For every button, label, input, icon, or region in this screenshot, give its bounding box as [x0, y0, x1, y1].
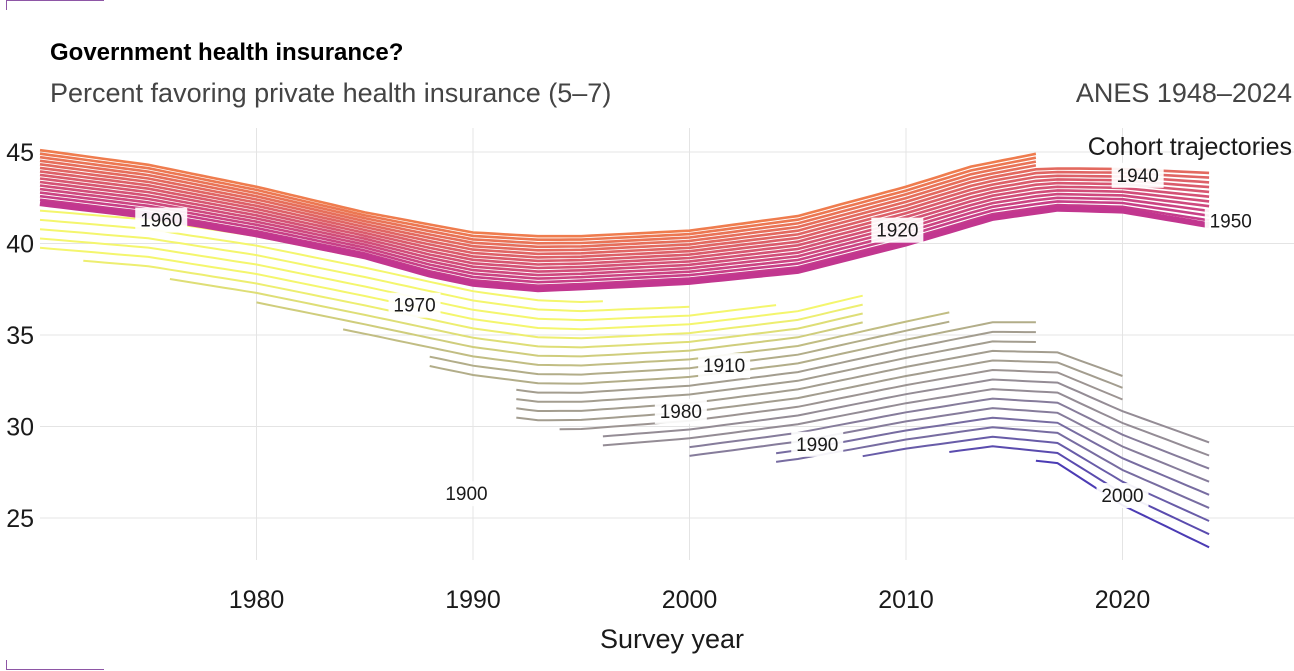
cohort-line [689, 397, 1210, 470]
cohort-label-bg [791, 431, 844, 457]
cohort-label-bg [440, 481, 493, 507]
cohort-label: 1990 [796, 435, 838, 456]
frame-corner-bottom [6, 669, 104, 670]
chart-subtitle: Percent favoring private health insuranc… [50, 78, 611, 108]
cohort-line [39, 187, 1210, 277]
series-line-1950 [39, 200, 1210, 293]
cohort-label: 1910 [703, 356, 745, 377]
cohort-line [39, 173, 1210, 263]
cohort-line [559, 368, 1123, 431]
cohort-label-group: 1990 [791, 431, 844, 457]
cohort-label: 1970 [393, 296, 435, 317]
cohort-line [516, 359, 1123, 422]
cohort-label-bg [698, 353, 751, 379]
frame-corner-bottom-tick [6, 660, 7, 670]
cohort-label-group: 1920 [871, 217, 924, 243]
cohort-line [689, 407, 1210, 483]
cohort-line [39, 159, 1037, 249]
cohort-label-bg [1204, 208, 1257, 234]
cohort-line [39, 228, 690, 313]
y-tick-label: 25 [6, 505, 34, 533]
source-note: ANES 1948–2024 [1076, 78, 1292, 108]
cohort-line [39, 170, 1210, 259]
x-axis-title: Survey year [600, 624, 744, 654]
cohort-line [39, 155, 1037, 245]
cohort-label: 1950 [1210, 212, 1252, 233]
cohort-line [602, 378, 1210, 444]
cohort-label: 1980 [660, 402, 702, 423]
cohort-line [39, 163, 1210, 252]
x-tick-label: 1990 [445, 586, 501, 614]
cohort-label-group: 1950 [1204, 208, 1257, 234]
cohort-line [516, 330, 1036, 394]
cohort-label-bg [1111, 162, 1164, 188]
cohort-line [775, 426, 1210, 509]
cohort-line [83, 259, 863, 340]
y-tick-label: 30 [6, 414, 34, 442]
y-tick-label: 45 [6, 139, 34, 167]
chart-title: Government health insurance? [50, 39, 403, 66]
cohort-label-group: 1960 [135, 207, 188, 233]
cohort-line [39, 166, 1210, 256]
cohort-label-group: 1970 [388, 292, 441, 318]
cohort-line [39, 198, 1210, 288]
cohort-label-bg [135, 207, 188, 233]
cohort-line [516, 340, 1036, 403]
frame-corner-top-tick [6, 0, 7, 10]
cohort-label: 1920 [876, 221, 918, 242]
cohort-line [39, 218, 603, 304]
cohort-labels: 1960 1970 1900 1910 1980 1920 1990 1940 1950 2000 [135, 162, 1257, 509]
x-tick-label: 2000 [662, 586, 718, 614]
cohort-label-group: 1980 [654, 398, 707, 424]
y-tick-label: 40 [6, 231, 34, 259]
legend-title: Cohort trajectories [1088, 133, 1292, 161]
cohort-line [516, 349, 1123, 412]
cohort-label: 2000 [1101, 486, 1143, 507]
cohort-line [39, 180, 1210, 270]
cohort-label: 1960 [140, 211, 182, 232]
cohort-line [342, 311, 950, 367]
cohort-label: 1940 [1117, 166, 1159, 187]
cohort-label-bg [1096, 483, 1149, 509]
cohort-line [602, 388, 1210, 457]
cohort-label-bg [871, 217, 924, 243]
cohort-line [862, 435, 1210, 522]
cohort-line [39, 246, 863, 331]
cohort-label-group: 1900 [440, 481, 493, 507]
cohort-line [39, 152, 1037, 241]
series-lines [39, 148, 1210, 549]
x-tick-label: 1980 [229, 586, 285, 614]
x-tick-label: 2020 [1095, 586, 1151, 614]
cohort-label: 1900 [445, 484, 487, 505]
cohort-label-bg [654, 398, 707, 424]
cohort-label-group: 1940 [1111, 162, 1164, 188]
cohort-line [39, 148, 1037, 238]
cohort-line [169, 278, 863, 349]
frame-corner-top [6, 0, 104, 1]
cohort-line [429, 320, 950, 376]
cohort-line [256, 301, 863, 358]
cohort-line [39, 194, 1210, 284]
cohort-label-bg [388, 292, 441, 318]
cohort-line [39, 184, 1210, 273]
x-tick-label: 2010 [878, 586, 934, 614]
y-tick-label: 35 [6, 322, 34, 350]
cohort-line [39, 177, 1210, 266]
cohort-label-group: 2000 [1096, 483, 1149, 509]
cohort-label-group: 1910 [698, 353, 751, 379]
cohort-line [775, 416, 1210, 496]
axes: 1980 1990 2000 2010 2020 25 30 35 40 45 [6, 139, 1150, 614]
cohort-line [949, 445, 1210, 536]
cohort-line [39, 191, 1210, 280]
